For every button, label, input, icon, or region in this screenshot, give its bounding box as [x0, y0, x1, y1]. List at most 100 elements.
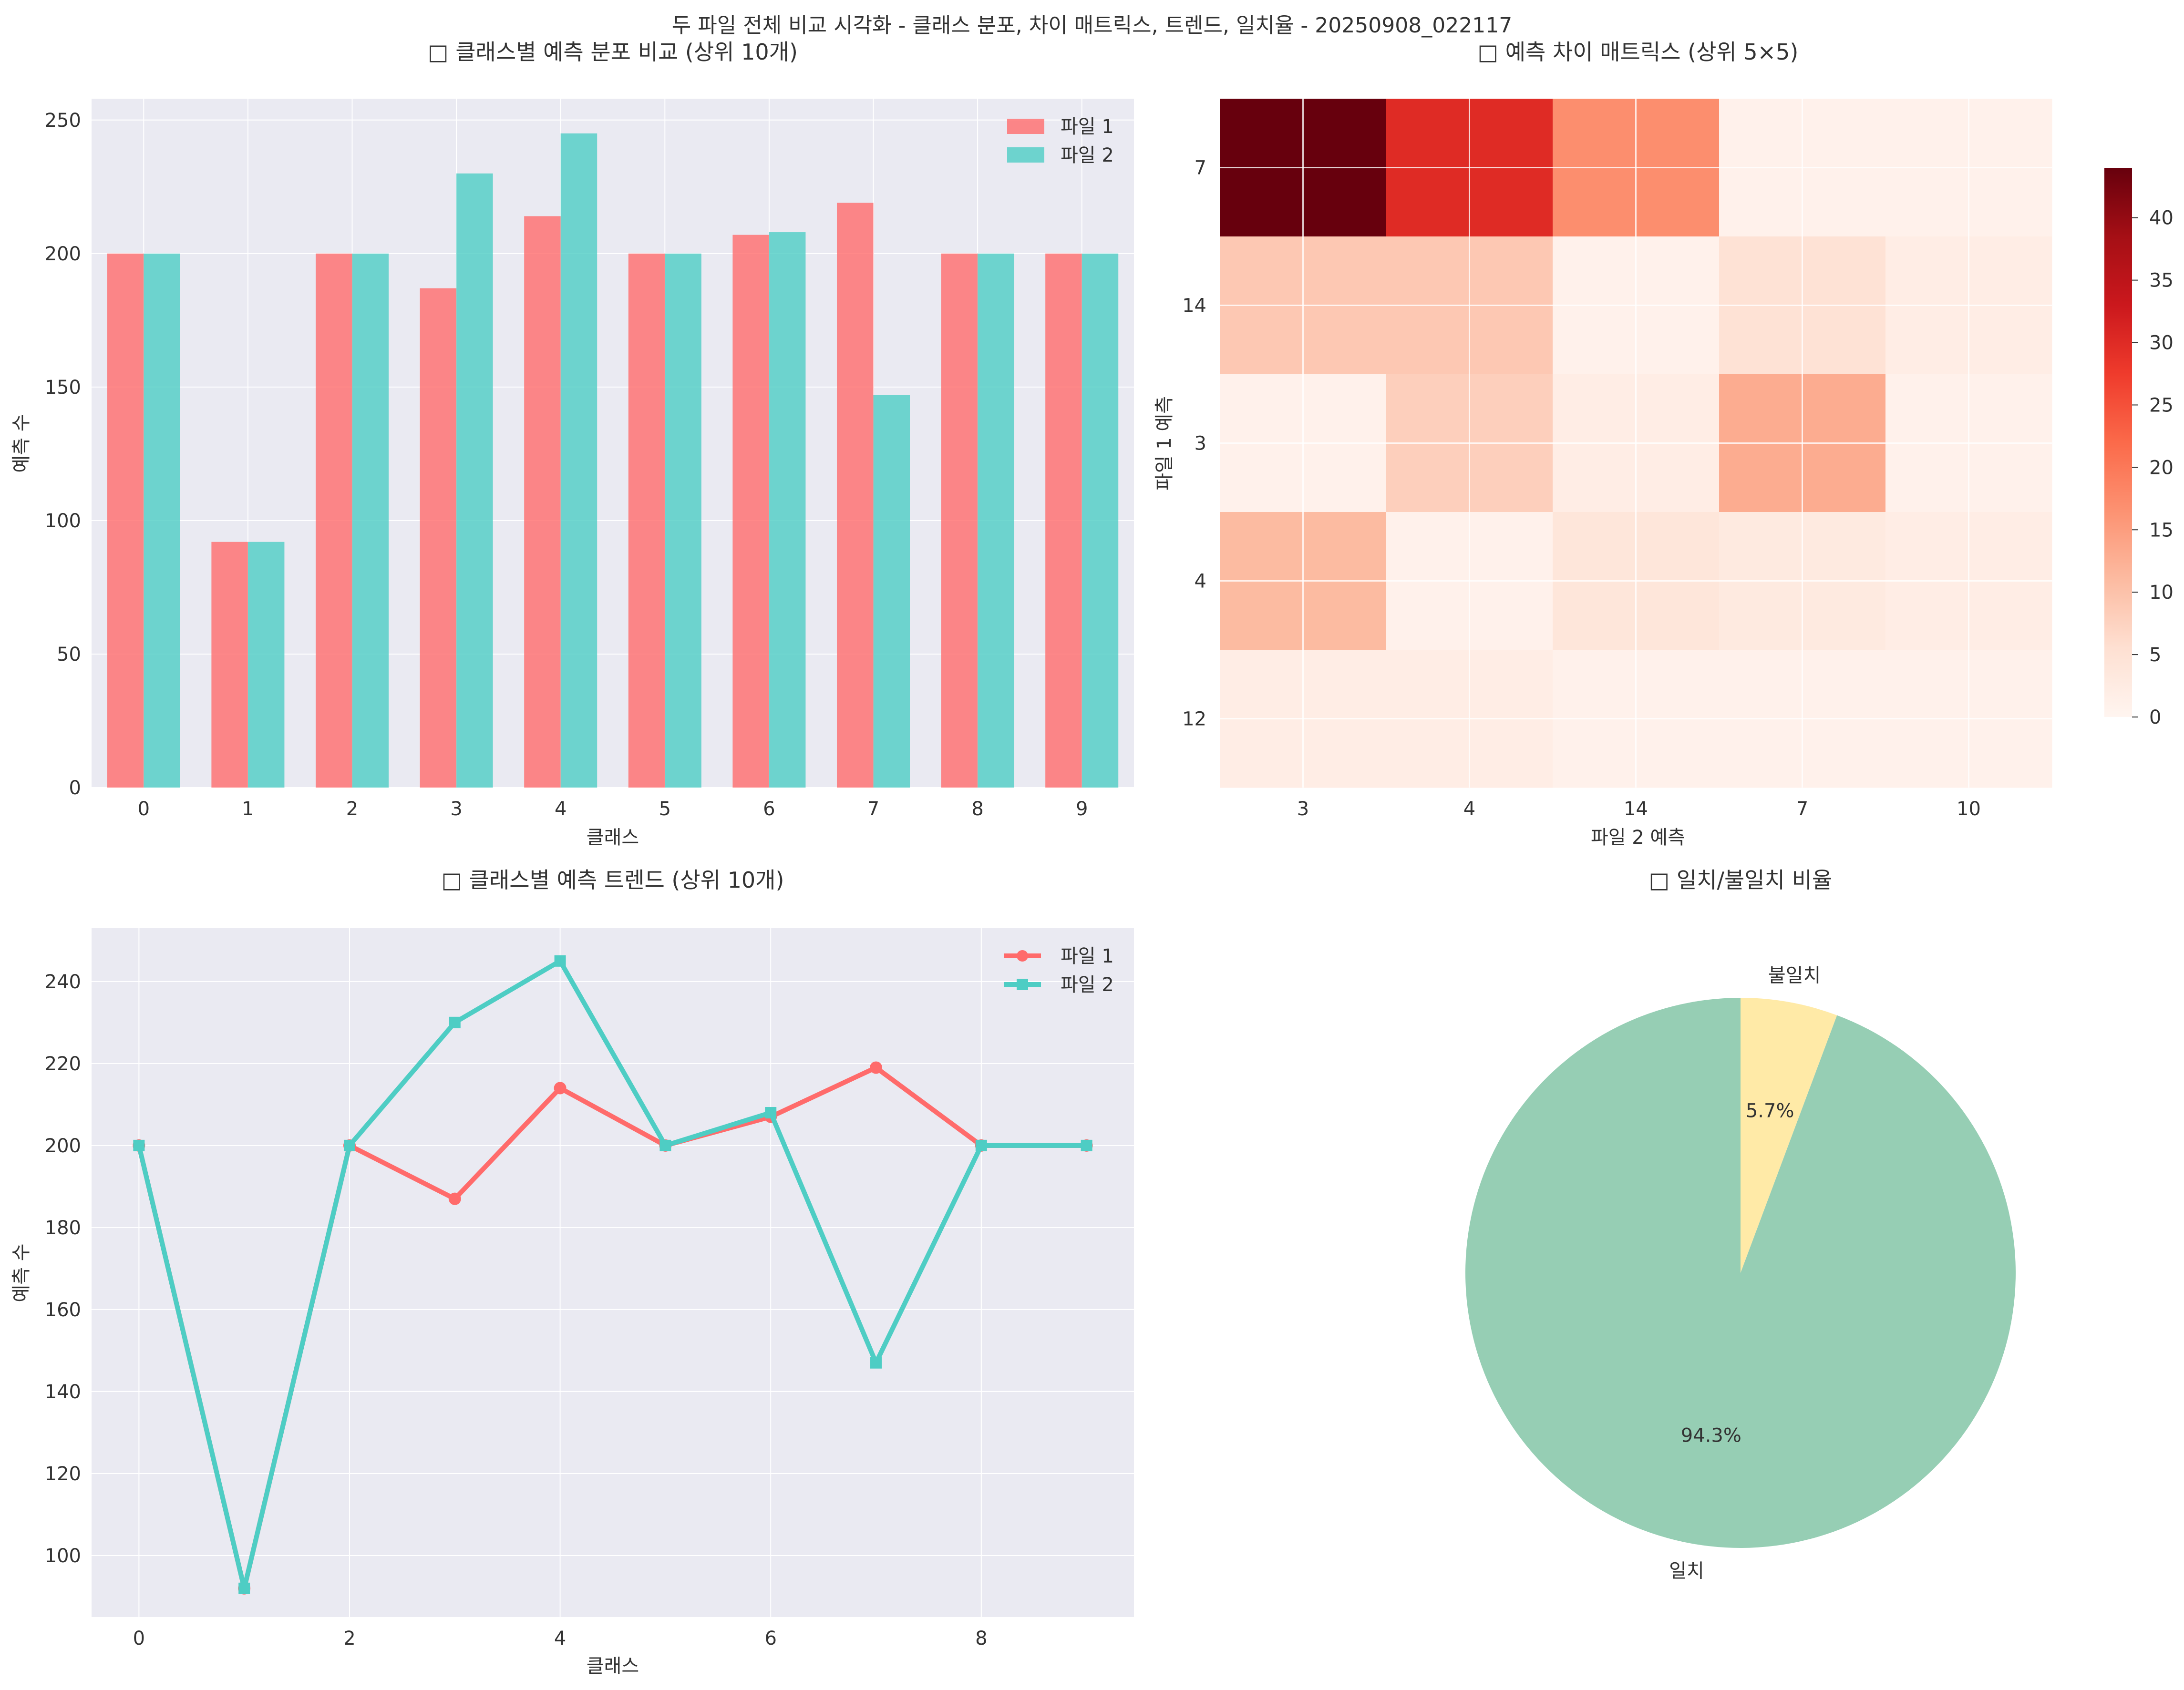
pie-chart-slices: [1465, 998, 2016, 1548]
line-point-file-2: [554, 955, 566, 967]
colorbar-tick-label: 20: [2149, 457, 2174, 479]
bar-chart-ylabel: 예측 수: [10, 414, 32, 472]
pie-slice-mismatch: [1741, 998, 1837, 1273]
heatmap-colorbar: [2104, 168, 2132, 717]
legend-label-file-2: 파일 2: [1061, 974, 1114, 996]
bar-file-1-class-7: [836, 203, 874, 788]
bar-chart-panel: □ 클래스별 예측 분포 비교 (상위 10개) 0 1 2 3 4 5 6 7 8 9 0 50 1…: [10, 39, 1134, 849]
heatmap-grid: [1220, 99, 2052, 788]
line-chart-y-ticks: 100 120 140 160 180 200 220 240: [45, 971, 81, 1567]
bar-file-1-class-4: [524, 216, 561, 788]
bar-y-tick-label: 250: [45, 110, 81, 132]
colorbar-tick-label: 10: [2149, 582, 2174, 604]
bar-x-tick-label: 1: [242, 798, 254, 820]
heatmap-y-tick-label: 7: [1195, 157, 1206, 179]
line-x-tick-label: 4: [554, 1628, 566, 1649]
bar-file-1-class-5: [628, 253, 665, 788]
line-point-file-2: [238, 1582, 250, 1594]
bar-chart-xlabel: 클래스: [587, 827, 639, 849]
figure-suptitle: 두 파일 전체 비교 시각화 - 클래스 분포, 차이 매트릭스, 트렌드, 일…: [672, 13, 1512, 38]
bar-file-2-class-7: [873, 395, 910, 788]
bar-file-2-class-1: [247, 542, 285, 788]
line-chart-title: □ 클래스별 예측 트렌드 (상위 10개): [442, 867, 784, 893]
colorbar-tick-label: 15: [2149, 519, 2174, 541]
legend-swatch-file-2: [1007, 147, 1044, 163]
heatmap-xlabel: 파일 2 예측: [1591, 827, 1685, 849]
legend-marker-file-1: [1017, 950, 1028, 962]
pie-slice-match: [1465, 998, 2016, 1548]
heatmap-y-ticks: 7 14 3 4 12: [1182, 157, 1206, 730]
bar-x-tick-label: 8: [971, 798, 983, 820]
line-y-tick-label: 100: [45, 1545, 81, 1567]
heatmap-y-tick-label: 4: [1195, 571, 1206, 593]
line-point-file-1: [554, 1082, 567, 1095]
heatmap-x-tick-label: 10: [1957, 798, 1981, 820]
pie-chart-panel: □ 일치/불일치 비율 일치 94.3% 불일치 5.7%: [1465, 867, 2016, 1582]
colorbar-tick-label: 40: [2149, 207, 2174, 229]
heatmap-x-tick-label: 3: [1297, 798, 1309, 820]
bar-x-tick-label: 3: [450, 798, 462, 820]
line-chart-grid: [92, 928, 1134, 1617]
line-x-tick-label: 6: [764, 1628, 776, 1649]
line-chart-plot-area: [92, 928, 1134, 1617]
line-y-tick-label: 120: [45, 1463, 81, 1485]
bar-x-tick-label: 7: [867, 798, 879, 820]
bar-file-2-class-9: [1082, 253, 1119, 788]
heatmap-x-tick-label: 4: [1463, 798, 1475, 820]
legend-swatch-file-1: [1007, 119, 1044, 134]
heatmap-y-tick-label: 12: [1182, 708, 1206, 730]
heatmap-y-tick-label: 14: [1182, 295, 1206, 317]
line-x-tick-label: 0: [133, 1628, 145, 1649]
line-y-tick-label: 140: [45, 1381, 81, 1403]
heatmap-y-tick-label: 3: [1195, 433, 1206, 455]
pie-chart-title: □ 일치/불일치 비율: [1649, 867, 1832, 893]
line-y-tick-label: 240: [45, 971, 81, 993]
bar-file-2-class-5: [665, 253, 701, 788]
line-x-tick-label: 2: [343, 1628, 355, 1649]
bar-y-tick-label: 200: [45, 243, 81, 265]
bar-x-tick-label: 0: [138, 798, 150, 820]
line-point-file-2: [870, 1357, 882, 1369]
heatmap-x-ticks: 3 4 14 7 10: [1297, 798, 1981, 820]
heatmap-x-tick-label: 7: [1796, 798, 1808, 820]
line-x-tick-label: 8: [975, 1628, 987, 1649]
bar-file-2-class-3: [456, 173, 493, 788]
bar-file-1-class-6: [732, 235, 769, 788]
pie-label-mismatch: 불일치: [1768, 964, 1821, 986]
colorbar-tick-label: 5: [2149, 644, 2161, 666]
line-point-file-2: [659, 1139, 671, 1151]
heatmap-colorbar-ticks: 0 5 10 15 20 25 30 35 40: [2132, 207, 2174, 728]
line-point-file-2: [343, 1139, 355, 1151]
bar-file-1-class-1: [211, 542, 248, 788]
colorbar-tick-label: 0: [2149, 707, 2161, 728]
line-chart-series: [133, 955, 1093, 1595]
line-y-tick-label: 220: [45, 1053, 81, 1075]
bar-x-tick-label: 2: [346, 798, 358, 820]
bar-file-2-class-4: [560, 133, 598, 788]
line-chart-panel: □ 클래스별 예측 트렌드 (상위 10개) 0 2 4 6 8 100 120 140 16…: [10, 867, 1134, 1677]
pie-label-match: 일치: [1669, 1560, 1704, 1582]
line-series-file-2: [136, 958, 1087, 1591]
colorbar-tick-label: 25: [2149, 394, 2174, 416]
legend-marker-file-2: [1017, 979, 1028, 990]
line-point-file-2: [765, 1107, 777, 1119]
legend-label-file-1: 파일 1: [1061, 116, 1114, 138]
bar-file-1-class-2: [315, 253, 352, 788]
bar-file-1-class-3: [420, 288, 457, 788]
line-point-file-1: [870, 1061, 883, 1074]
bar-y-tick-label: 150: [45, 377, 81, 399]
bar-x-tick-label: 9: [1076, 798, 1088, 820]
heatmap-ylabel: 파일 1 예측: [1154, 396, 1175, 491]
bar-chart-legend: 파일 1 파일 2: [1007, 116, 1114, 166]
bar-file-2-class-2: [352, 253, 389, 788]
bar-chart-title: □ 클래스별 예측 분포 비교 (상위 10개): [428, 39, 798, 65]
line-chart-legend: 파일 1 파일 2: [1004, 945, 1114, 996]
heatmap-x-tick-label: 14: [1624, 798, 1648, 820]
bar-file-2-class-0: [144, 253, 180, 788]
bar-chart-x-ticks: 0 1 2 3 4 5 6 7 8 9: [138, 798, 1088, 820]
bar-x-tick-label: 5: [659, 798, 671, 820]
line-y-tick-label: 200: [45, 1135, 81, 1157]
colorbar-tick-label: 30: [2149, 332, 2174, 354]
bar-file-1-class-8: [941, 253, 978, 788]
line-chart-xlabel: 클래스: [587, 1655, 639, 1677]
